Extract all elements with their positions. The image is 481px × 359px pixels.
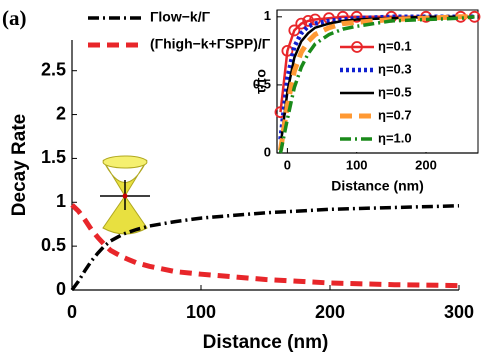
y-tick-label: 1 <box>264 8 271 23</box>
cone-top <box>102 155 148 169</box>
data-line <box>278 14 475 140</box>
legend-label: η=1.0 <box>378 130 412 145</box>
legend-label: η=0.3 <box>378 61 412 76</box>
legend-label: η=0.1 <box>378 38 412 53</box>
data-marker <box>288 24 301 37</box>
y-axis-label: Decay Rate <box>9 114 30 216</box>
icon-dot <box>122 193 128 199</box>
y-tick-label: 0.5 <box>41 235 66 255</box>
data-line <box>278 15 475 154</box>
legend-label: (Γhigh−k+ΓSPP)/Γ <box>150 36 271 52</box>
x-tick-label: 0 <box>67 302 77 322</box>
x-tick-label: 0 <box>284 157 291 172</box>
legend-label: η=0.5 <box>378 84 412 99</box>
x-tick-label: 200 <box>415 157 437 172</box>
x-tick-label: 200 <box>315 302 345 322</box>
y-axis-label: τ/τo <box>253 69 269 94</box>
data-marker <box>309 13 322 26</box>
panel-label: (a) <box>2 6 27 30</box>
y-tick-label: 1 <box>56 191 66 211</box>
y-tick-label: 1.5 <box>41 147 66 167</box>
y-tick-label: 0 <box>56 279 66 299</box>
y-tick-label: 0.5 <box>253 76 271 91</box>
inset-chart: 0 100 200 0 0.5 1 Distance (nm) τ/τo η=0.1 η=0.3 η… <box>253 8 481 194</box>
data-marker <box>302 14 315 27</box>
x-tick-label: 100 <box>186 302 216 322</box>
legend-label: Γlow−k/Γ <box>150 9 211 25</box>
x-axis-label: Distance (nm) <box>331 178 424 194</box>
x-tick-label: 100 <box>346 157 368 172</box>
legend-label: η=0.7 <box>378 107 412 122</box>
cone-icon <box>100 155 150 235</box>
data-marker <box>281 44 294 57</box>
y-tick-label: 0 <box>264 144 271 159</box>
y-tick-label: 2 <box>56 103 66 123</box>
data-line <box>70 203 460 289</box>
y-tick-label: 2.5 <box>41 59 66 79</box>
legend-marker <box>351 41 363 53</box>
x-tick-label: 300 <box>444 302 474 322</box>
x-axis-label: Distance (nm) <box>203 332 329 353</box>
data-line <box>70 204 460 292</box>
data-marker <box>295 17 308 30</box>
